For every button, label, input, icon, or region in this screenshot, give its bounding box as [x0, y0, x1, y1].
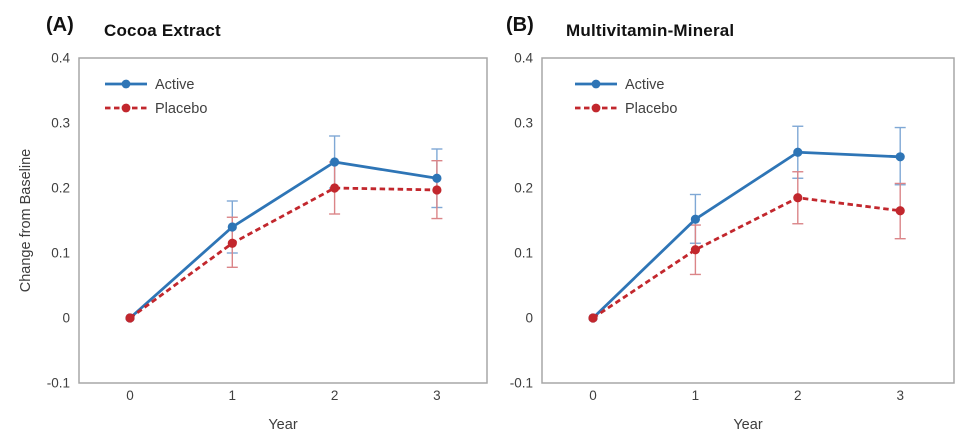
cocoa-extract-chart: 0.4 0.3 0.2 0.1 0 -0.1 0 1 2 3 Year Change from Bas…	[18, 51, 488, 433]
placebo-line	[592, 196, 901, 320]
legend-placebo-marker	[591, 103, 601, 113]
legend-placebo-label: Placebo	[155, 101, 207, 117]
active-marker	[330, 157, 340, 167]
x-axis-title: Year	[733, 417, 762, 433]
y-axis-title: Change from Baseline	[18, 149, 34, 292]
x-axis-tick-label: 3	[896, 388, 904, 403]
placebo-marker	[330, 183, 340, 193]
placebo-marker	[227, 238, 237, 248]
y-axis-tick-label: 0.3	[51, 116, 70, 131]
y-axis-tick-label: 0.1	[514, 246, 533, 261]
y-axis-tick-label: 0	[525, 311, 533, 326]
legend-active-label: Active	[625, 77, 665, 93]
active-marker	[432, 173, 442, 183]
x-axis-tick-label: 0	[126, 388, 134, 403]
x-axis-tick-label: 1	[229, 388, 237, 403]
y-axis-tick-label: -0.1	[47, 376, 70, 391]
y-axis-tick-label: 0	[62, 311, 70, 326]
panel-a-title: Cocoa Extract	[104, 21, 221, 40]
placebo-marker	[125, 313, 135, 323]
y-axis-tick-label: -0.1	[510, 376, 533, 391]
x-axis-tick-label: 2	[794, 388, 802, 403]
panel-a-tag: (A)	[46, 14, 74, 36]
placebo-line	[129, 186, 437, 320]
placebo-marker	[793, 193, 803, 203]
x-axis-tick-label: 2	[331, 388, 339, 403]
legend-placebo-marker	[121, 103, 131, 113]
y-axis-tick-label: 0.4	[51, 51, 70, 66]
placebo-marker	[588, 313, 598, 323]
y-axis-tick-label: 0.3	[514, 116, 533, 131]
panel-b-title: Multivitamin-Mineral	[566, 21, 735, 40]
panel-b-tag: (B)	[506, 14, 534, 36]
x-axis-tick-label: 1	[692, 388, 700, 403]
legend-active-label: Active	[155, 77, 195, 93]
y-axis-tick-label: 0.2	[514, 181, 533, 196]
legend-active-marker	[121, 79, 131, 89]
x-axis-tick-label: 0	[589, 388, 597, 403]
active-marker	[690, 214, 700, 224]
placebo-marker	[432, 185, 442, 195]
active-marker	[227, 222, 237, 232]
active-line	[592, 150, 901, 320]
legend-active-marker	[591, 79, 601, 89]
multivitamin-mineral-chart: 0.4 0.3 0.2 0.1 0 -0.1 0 1 2 3 Year Active Placebo	[510, 51, 955, 433]
active-line	[129, 160, 438, 320]
active-marker	[895, 152, 905, 162]
legend-placebo-label: Placebo	[625, 101, 677, 117]
plot-border	[541, 57, 955, 384]
y-axis-tick-label: 0.4	[514, 51, 533, 66]
x-axis-tick-label: 3	[433, 388, 441, 403]
placebo-marker	[690, 245, 700, 255]
placebo-marker	[895, 206, 905, 216]
plot-border	[78, 57, 488, 384]
y-axis-tick-label: 0.1	[51, 246, 70, 261]
x-axis-title: Year	[268, 417, 297, 433]
active-marker	[793, 147, 803, 157]
y-axis-tick-label: 0.2	[51, 181, 70, 196]
